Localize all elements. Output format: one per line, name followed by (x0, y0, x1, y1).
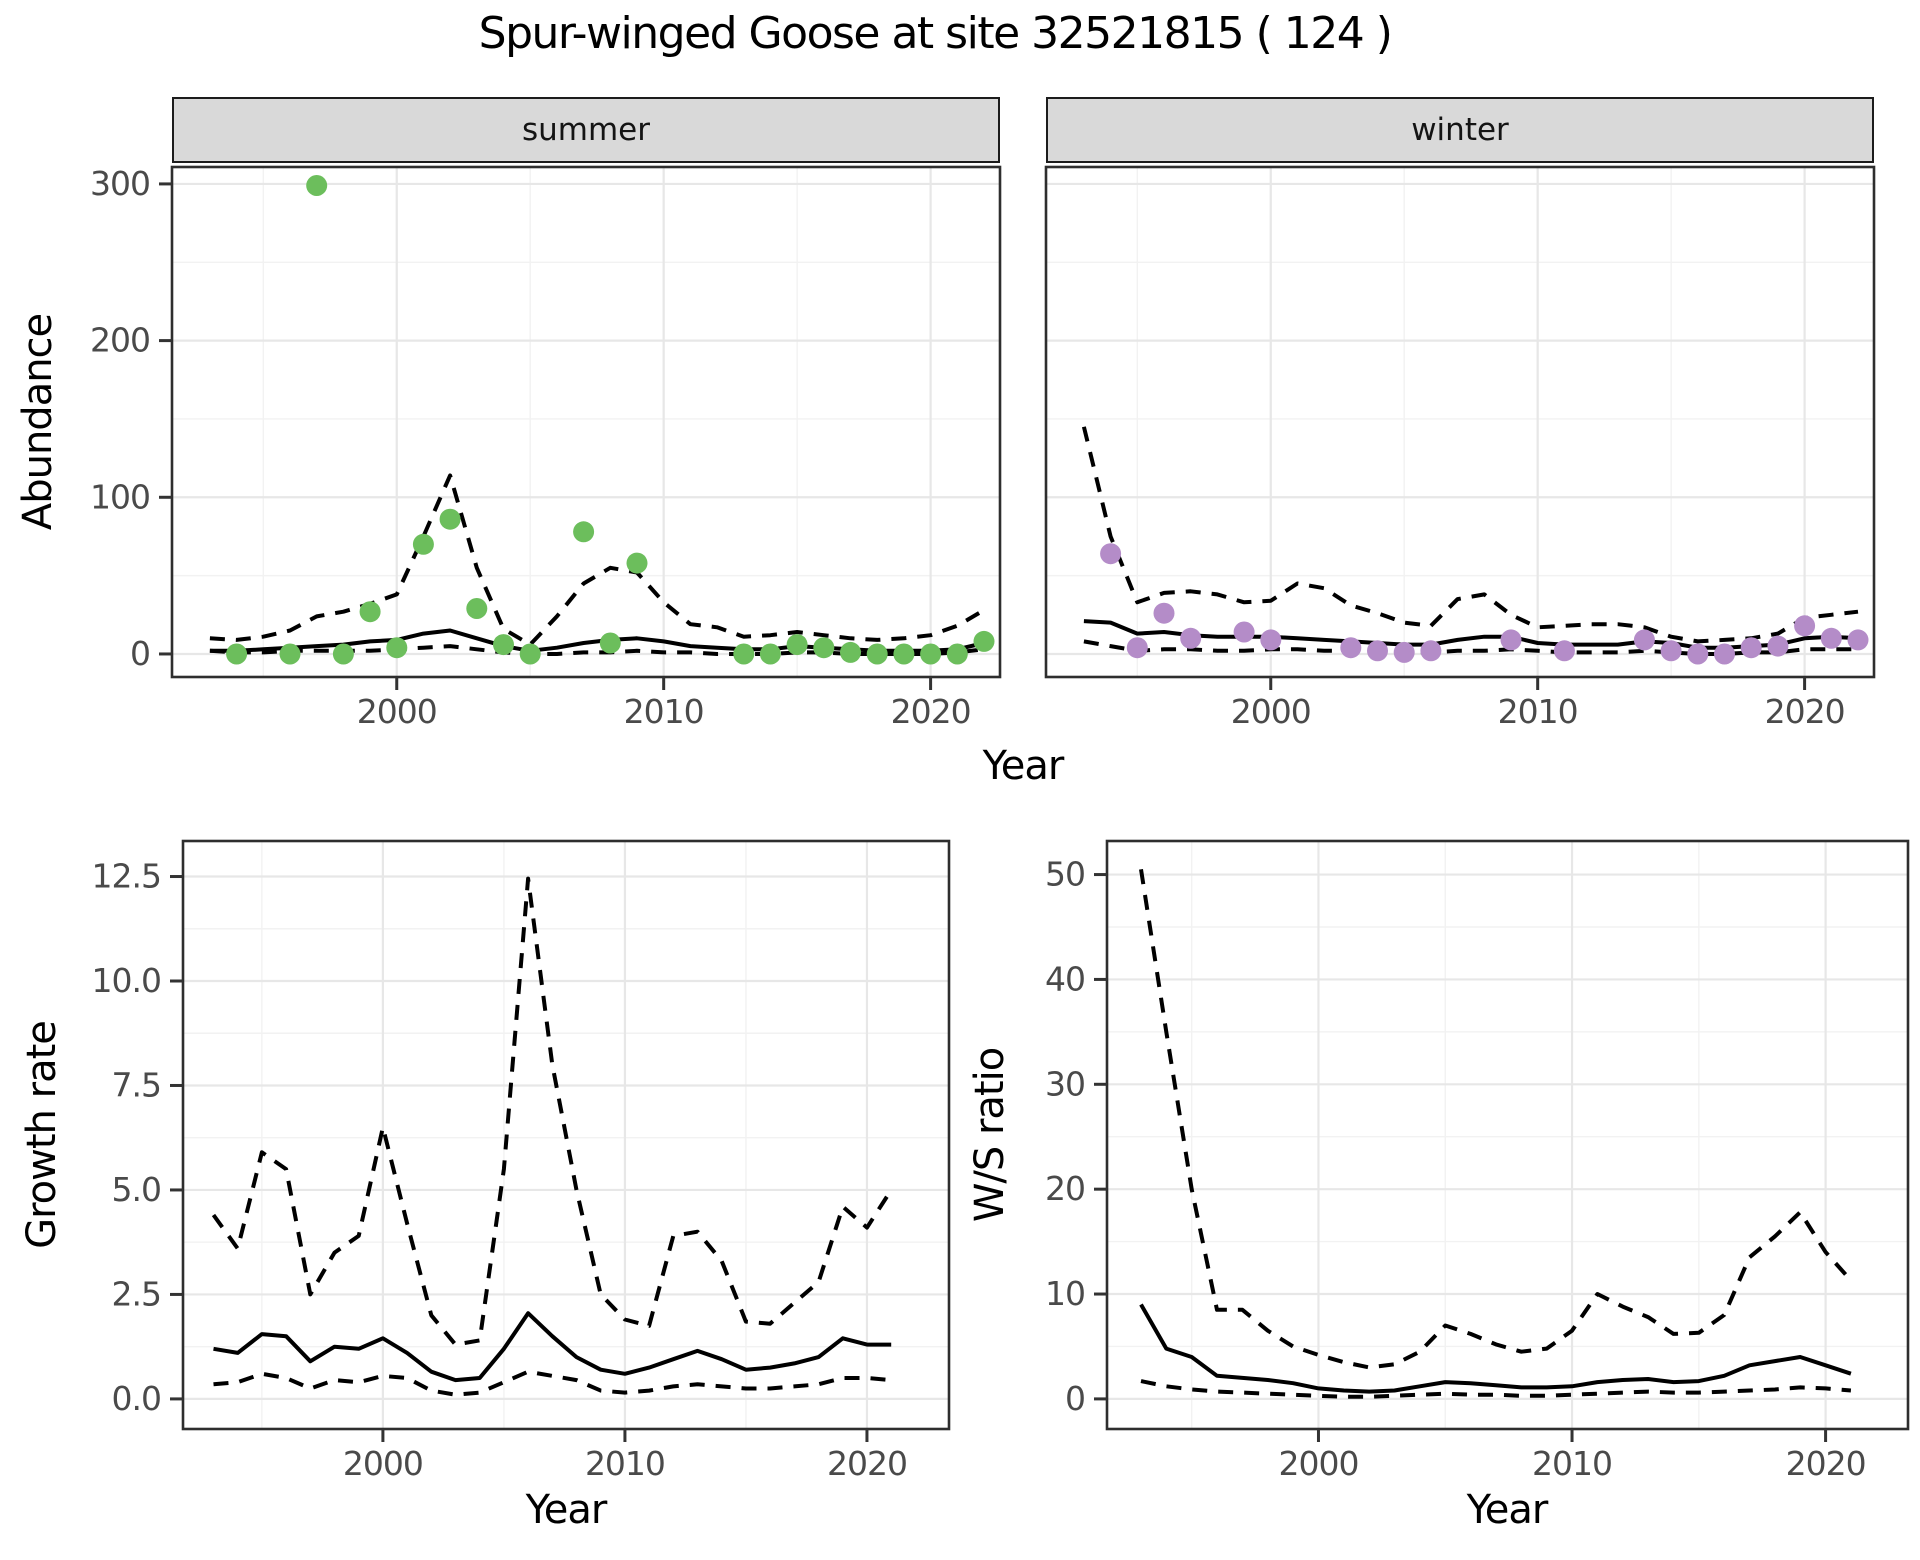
svg-text:100: 100 (90, 477, 150, 516)
data-point (1233, 621, 1255, 643)
data-point (226, 643, 248, 665)
x-axis-title-ws: Year (1466, 1487, 1549, 1533)
svg-text:30: 30 (1045, 1064, 1085, 1103)
svg-text:2020: 2020 (827, 1444, 907, 1483)
data-point (493, 634, 514, 656)
svg-text:2020: 2020 (1765, 692, 1845, 731)
data-point (1100, 543, 1122, 565)
svg-text:2000: 2000 (1231, 692, 1311, 731)
y-axis-title-growth-rate: Growth rate (19, 1021, 65, 1249)
y-axis-title-abundance: Abundance (15, 313, 61, 531)
data-point (1794, 615, 1816, 637)
svg-text:50: 50 (1045, 855, 1085, 894)
facet-label-winter: winter (1411, 112, 1509, 148)
panel-abundance-winter: 2000 2010 2020 (1044, 165, 1876, 731)
data-point (920, 643, 942, 665)
facet-strip-winter: winter (1046, 97, 1874, 163)
data-point (279, 643, 301, 665)
data-point (626, 552, 648, 574)
data-point (840, 641, 861, 663)
data-point (439, 508, 461, 530)
panel-ws-ratio: 2000 2010 2020 0 10 20 30 40 50 (1045, 839, 1910, 1483)
svg-text:40: 40 (1045, 959, 1085, 998)
svg-text:2.5: 2.5 (112, 1274, 161, 1313)
data-point (1740, 637, 1762, 659)
svg-text:2010: 2010 (1498, 692, 1578, 731)
svg-text:0: 0 (1065, 1379, 1085, 1418)
data-point (866, 643, 888, 665)
svg-text:2000: 2000 (343, 1444, 423, 1483)
data-point (893, 643, 915, 665)
svg-text:10: 10 (1045, 1274, 1085, 1313)
data-point (386, 637, 408, 659)
data-point (306, 175, 328, 196)
data-point (1847, 629, 1869, 651)
data-point (466, 598, 488, 619)
data-point (1367, 640, 1388, 662)
data-point (1660, 640, 1682, 662)
svg-text:2000: 2000 (1278, 1444, 1358, 1483)
data-point (1340, 637, 1362, 659)
svg-text:2010: 2010 (1532, 1444, 1612, 1483)
data-point (1714, 643, 1735, 665)
svg-text:7.5: 7.5 (112, 1065, 161, 1104)
data-point (1260, 629, 1282, 651)
svg-text:2000: 2000 (357, 692, 437, 731)
data-point (813, 637, 835, 659)
svg-text:12.5: 12.5 (92, 857, 161, 896)
svg-text:2010: 2010 (585, 1444, 665, 1483)
facet-strip-summer: summer (172, 97, 1000, 163)
svg-text:300: 300 (90, 164, 150, 203)
data-point (1180, 627, 1202, 649)
svg-text:5.0: 5.0 (112, 1170, 161, 1209)
x-axis-title-top: Year (982, 743, 1065, 789)
data-point (1420, 640, 1442, 662)
panel-abundance-summer: 2000 2010 2020 0 100 200 300 (90, 164, 1002, 731)
data-point (599, 632, 621, 654)
data-point (1767, 635, 1789, 657)
svg-text:2010: 2010 (624, 692, 704, 731)
data-point (1553, 640, 1575, 662)
data-point (946, 643, 968, 665)
data-point (1687, 643, 1709, 665)
chart-title: Spur-winged Goose at site 32521815 ( 124… (478, 8, 1393, 59)
data-point (759, 643, 781, 665)
data-point (519, 643, 541, 665)
data-point (1153, 602, 1175, 624)
data-point (359, 601, 381, 623)
svg-text:0.0: 0.0 (112, 1379, 161, 1418)
svg-text:2020: 2020 (1786, 1444, 1866, 1483)
data-point (332, 643, 354, 665)
data-point (1126, 637, 1148, 659)
x-axis-title-growth: Year (525, 1487, 608, 1533)
svg-text:20: 20 (1045, 1169, 1085, 1208)
svg-text:10.0: 10.0 (92, 961, 161, 1000)
data-point (412, 533, 434, 555)
data-point (1633, 629, 1655, 651)
facet-label-summer: summer (521, 112, 650, 148)
data-point (573, 521, 595, 543)
data-point (973, 630, 995, 652)
data-point (786, 634, 808, 656)
svg-text:0: 0 (130, 634, 150, 673)
svg-text:200: 200 (90, 321, 150, 360)
data-point (1393, 641, 1415, 663)
svg-text:2020: 2020 (891, 692, 971, 731)
y-axis-title-ws-ratio: W/S ratio (967, 1047, 1013, 1223)
data-point (733, 643, 755, 665)
panel-growth-rate: 2000 2010 2020 0.0 2.5 5.0 7.5 10.0 12.5 (92, 839, 951, 1483)
data-point (1500, 629, 1522, 651)
data-point (1820, 627, 1842, 649)
